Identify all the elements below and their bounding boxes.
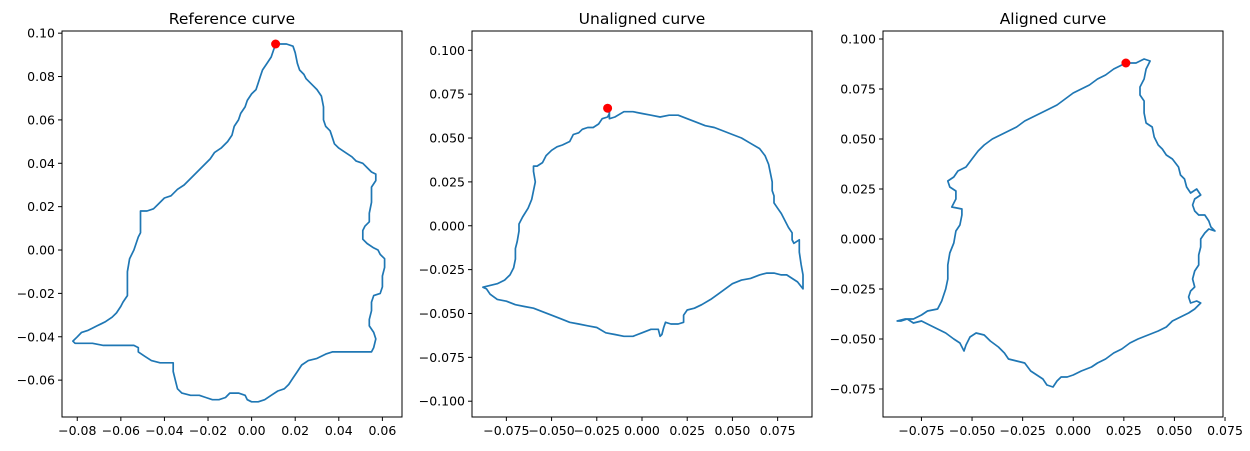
x-tick-label: −0.050 <box>949 423 995 438</box>
start-point-marker <box>271 39 281 49</box>
panel-title: Aligned curve <box>1000 10 1107 28</box>
y-tick-label: 0.025 <box>429 174 465 189</box>
subplot-aligned: Aligned curve −0.075 −0.050 −0.025 0.000 0.0… <box>830 10 1243 438</box>
x-tick-label: −0.075 <box>483 423 529 438</box>
y-tick-label: −0.025 <box>830 282 876 297</box>
x-tick-label: 0.025 <box>669 423 705 438</box>
x-tick-label: 0.00 <box>238 423 266 438</box>
x-tick-label: −0.025 <box>1000 423 1046 438</box>
y-tick-label: 0.025 <box>840 182 876 197</box>
start-point-marker <box>603 103 613 113</box>
x-tick-label: 0.04 <box>325 423 353 438</box>
series-line <box>896 58 1216 388</box>
y-tick-label: 0.075 <box>429 87 465 102</box>
y-tick-label: −0.02 <box>17 286 55 301</box>
y-tick-label: −0.050 <box>830 332 876 347</box>
x-tick-label: 0.000 <box>1055 423 1091 438</box>
y-tick-label: −0.075 <box>830 382 876 397</box>
y-tick-label: 0.08 <box>27 69 55 84</box>
axes-frame <box>61 30 403 418</box>
y-tick-label: 0.100 <box>840 32 876 47</box>
y-tick-label: 0.050 <box>840 132 876 147</box>
y-tick-label: 0.10 <box>27 26 55 41</box>
y-tick-label: 0.000 <box>429 218 465 233</box>
y-tick-label: 0.02 <box>27 199 55 214</box>
start-point-marker <box>1121 58 1131 68</box>
panel-title: Unaligned curve <box>579 10 706 28</box>
x-tick-label: 0.050 <box>715 423 751 438</box>
series-line <box>482 107 804 338</box>
y-tick-label: 0.050 <box>429 131 465 146</box>
y-tick-label: 0.06 <box>27 112 55 127</box>
subplot-reference: Reference curve −0.08 −0.06 −0.04 −0.02 0.00… <box>17 10 403 438</box>
y-tick-label: −0.050 <box>419 306 465 321</box>
axes-frame <box>882 30 1224 418</box>
y-tick-label: 0.04 <box>27 156 55 171</box>
y-tick-label: 0.00 <box>27 243 55 258</box>
x-tick-label: 0.06 <box>368 423 396 438</box>
y-tick-label: −0.04 <box>17 329 55 344</box>
y-tick-label: 0.000 <box>840 232 876 247</box>
x-tick-label: −0.075 <box>898 423 944 438</box>
axes-frame <box>471 30 813 418</box>
x-tick-label: 0.050 <box>1157 423 1193 438</box>
y-tick-label: 0.075 <box>840 82 876 97</box>
series-line <box>72 43 386 403</box>
y-tick-label: −0.075 <box>419 350 465 365</box>
x-tick-label: 0.02 <box>281 423 309 438</box>
x-tick-label: 0.075 <box>1207 423 1243 438</box>
y-tick-label: −0.06 <box>17 373 55 388</box>
x-tick-label: 0.075 <box>760 423 796 438</box>
x-tick-label: −0.08 <box>58 423 96 438</box>
x-tick-label: −0.02 <box>189 423 227 438</box>
x-tick-label: −0.06 <box>102 423 140 438</box>
x-tick-label: −0.04 <box>145 423 183 438</box>
x-tick-label: 0.025 <box>1106 423 1142 438</box>
x-tick-label: −0.025 <box>574 423 620 438</box>
x-tick-label: 0.000 <box>624 423 660 438</box>
subplot-unaligned: Unaligned curve −0.075−0.050−0.025 0.000 0… <box>419 10 813 438</box>
y-tick-label: 0.100 <box>429 43 465 58</box>
panel-title: Reference curve <box>169 10 295 28</box>
x-tick-label: −0.050 <box>528 423 574 438</box>
y-tick-label: −0.100 <box>419 394 465 409</box>
y-tick-label: −0.025 <box>419 262 465 277</box>
